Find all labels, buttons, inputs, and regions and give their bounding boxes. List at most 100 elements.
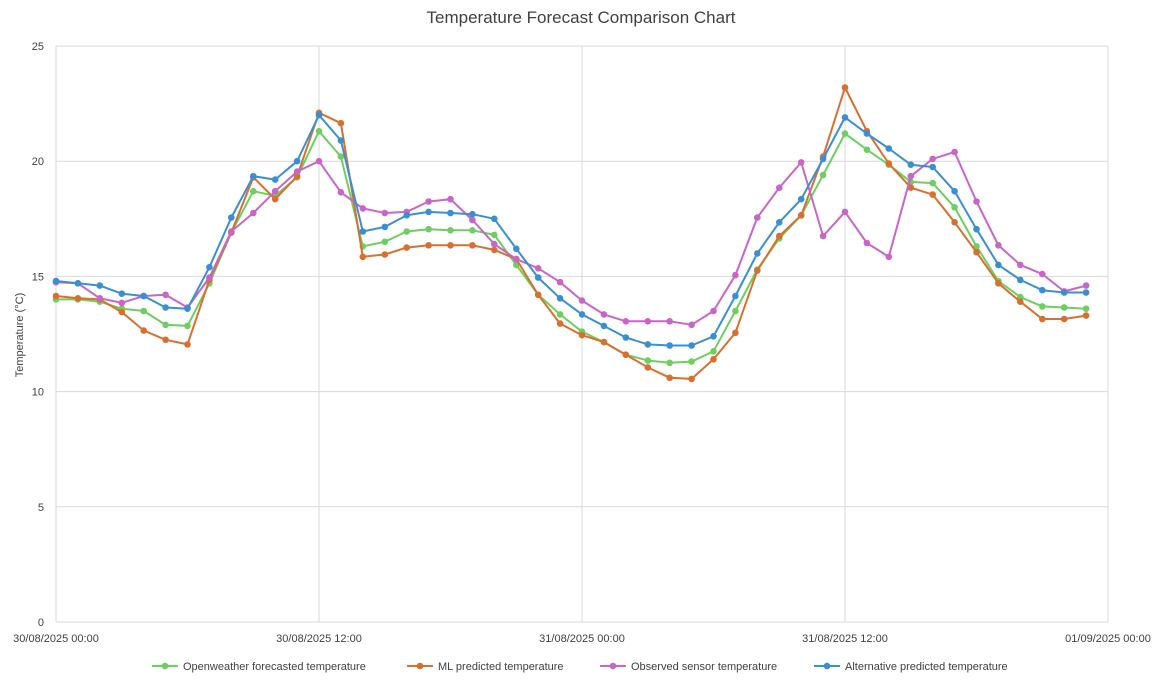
data-point bbox=[381, 251, 389, 258]
legend-item: Openweather forecasted temperature bbox=[152, 661, 366, 673]
y-tick-label: 5 bbox=[38, 502, 44, 514]
x-tick-label: 30/08/2025 12:00 bbox=[276, 633, 362, 645]
data-point bbox=[491, 246, 498, 254]
data-point bbox=[447, 209, 454, 217]
data-point bbox=[315, 157, 323, 165]
data-point bbox=[644, 357, 652, 364]
data-point bbox=[315, 127, 323, 135]
x-tick-label: 31/08/2025 12:00 bbox=[802, 633, 888, 645]
data-point bbox=[250, 187, 257, 195]
data-point bbox=[425, 198, 432, 205]
data-point bbox=[140, 307, 147, 315]
series-line bbox=[55, 114, 1087, 347]
data-point bbox=[184, 305, 191, 313]
data-point bbox=[951, 187, 958, 195]
data-point bbox=[841, 130, 849, 137]
data-point bbox=[863, 146, 871, 153]
data-point bbox=[513, 245, 520, 253]
data-point bbox=[1082, 312, 1090, 319]
series-group bbox=[52, 84, 1090, 383]
data-point bbox=[359, 228, 367, 235]
data-point bbox=[534, 291, 542, 299]
data-point bbox=[578, 331, 586, 339]
data-point bbox=[184, 341, 191, 348]
y-tick-label: 15 bbox=[32, 271, 44, 283]
data-point bbox=[162, 321, 169, 329]
y-tick-label: 0 bbox=[38, 617, 44, 629]
data-point bbox=[162, 291, 169, 299]
data-point bbox=[819, 232, 827, 240]
x-tick-label: 31/08/2025 00:00 bbox=[539, 633, 625, 645]
data-point bbox=[951, 204, 958, 211]
data-point bbox=[271, 176, 279, 183]
legend-marker bbox=[161, 662, 169, 670]
data-point bbox=[1039, 315, 1046, 323]
legend-label: ML predicted temperature bbox=[438, 661, 564, 673]
data-point bbox=[973, 225, 980, 233]
data-point bbox=[995, 261, 1002, 269]
data-point bbox=[644, 318, 652, 325]
y-axis-label: Temperature (°C) bbox=[14, 293, 26, 377]
data-point bbox=[491, 231, 498, 239]
data-point bbox=[293, 157, 301, 165]
data-point bbox=[1039, 270, 1046, 278]
data-point bbox=[710, 307, 717, 315]
data-point bbox=[118, 290, 126, 298]
data-point bbox=[578, 297, 586, 304]
data-point bbox=[644, 364, 652, 371]
series-2 bbox=[52, 84, 1090, 383]
data-point bbox=[710, 356, 717, 363]
data-point bbox=[447, 227, 454, 234]
data-point bbox=[907, 184, 915, 191]
data-point bbox=[929, 179, 936, 187]
legend-marker bbox=[609, 662, 617, 670]
data-point bbox=[162, 304, 169, 311]
data-point bbox=[951, 219, 958, 226]
legend-label: Observed sensor temperature bbox=[631, 661, 777, 673]
data-point bbox=[337, 137, 345, 144]
legend-marker bbox=[416, 662, 424, 670]
legend-item: ML predicted temperature bbox=[407, 661, 564, 673]
data-point bbox=[425, 225, 432, 233]
data-point bbox=[1017, 298, 1024, 306]
data-point bbox=[754, 214, 761, 221]
legend-label: Alternative predicted temperature bbox=[845, 661, 1008, 673]
data-point bbox=[469, 242, 476, 249]
data-point bbox=[315, 111, 323, 119]
data-point bbox=[622, 318, 630, 325]
data-point bbox=[96, 282, 104, 289]
data-point bbox=[118, 308, 126, 316]
data-point bbox=[819, 171, 827, 179]
data-point bbox=[600, 338, 608, 346]
data-point bbox=[271, 187, 279, 195]
data-point bbox=[863, 130, 871, 137]
data-point bbox=[206, 274, 213, 281]
data-point bbox=[1060, 304, 1068, 311]
series-line bbox=[55, 86, 1087, 380]
data-point bbox=[469, 210, 476, 218]
data-point bbox=[425, 242, 432, 249]
data-point bbox=[162, 336, 169, 344]
data-point bbox=[776, 219, 783, 226]
data-point bbox=[688, 321, 695, 329]
legend: Openweather forecasted temperature ML pre… bbox=[152, 661, 1008, 673]
data-point bbox=[534, 274, 542, 281]
x-tick-label: 30/08/2025 00:00 bbox=[13, 633, 99, 645]
data-point bbox=[578, 311, 586, 318]
data-point bbox=[337, 153, 345, 160]
chart-title: Temperature Forecast Comparison Chart bbox=[427, 8, 736, 27]
data-point bbox=[1060, 315, 1068, 323]
data-point bbox=[1039, 303, 1046, 310]
data-point bbox=[337, 119, 345, 127]
legend-label: Openweather forecasted temperature bbox=[183, 661, 366, 673]
series-line bbox=[55, 151, 1087, 326]
data-point bbox=[250, 209, 257, 217]
data-point bbox=[776, 184, 783, 191]
data-point bbox=[885, 253, 893, 261]
data-point bbox=[491, 215, 498, 223]
data-point bbox=[447, 195, 454, 203]
data-point bbox=[710, 333, 717, 340]
data-point bbox=[688, 358, 695, 365]
